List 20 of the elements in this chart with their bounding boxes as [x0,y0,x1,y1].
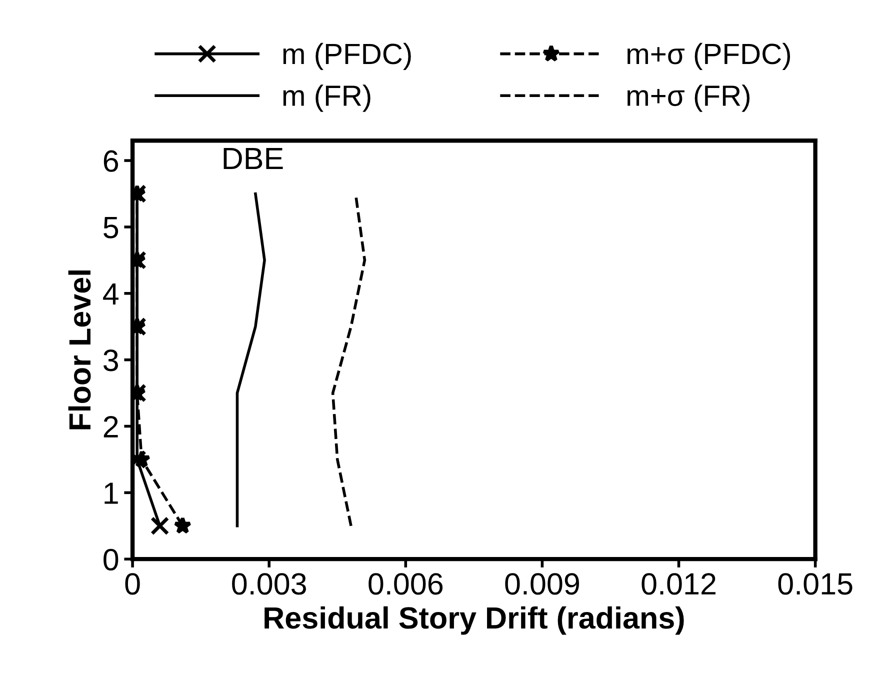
x-tick-label: 0.003 [232,573,306,595]
x-axis-title: Residual Story Drift (radians) [264,606,684,635]
x-tick-label: 0.015 [778,573,852,595]
legend-label: m+σ (PFDC) [628,42,790,70]
y-tick-label: 2 [104,416,118,438]
legend-label: m+σ (FR) [628,84,750,112]
annotation: DBE [224,148,283,170]
x-tick-label: 0.009 [505,573,579,595]
legend-label: m (FR) [283,84,370,112]
y-tick-label: 3 [104,350,118,372]
legend-label: m (PFDC) [283,42,411,70]
y-tick-label: 4 [103,283,118,304]
x-tick-label: 0.006 [368,573,443,595]
y-axis-title: Floor Level [68,270,91,430]
x-tick-label: 0.012 [642,573,716,595]
y-tick-label: 1 [104,482,118,504]
x-tick-label: 0 [125,573,140,595]
y-tick-label: 6 [104,150,118,172]
y-tick-label: 5 [104,217,118,238]
y-tick-label: 0 [104,548,118,570]
